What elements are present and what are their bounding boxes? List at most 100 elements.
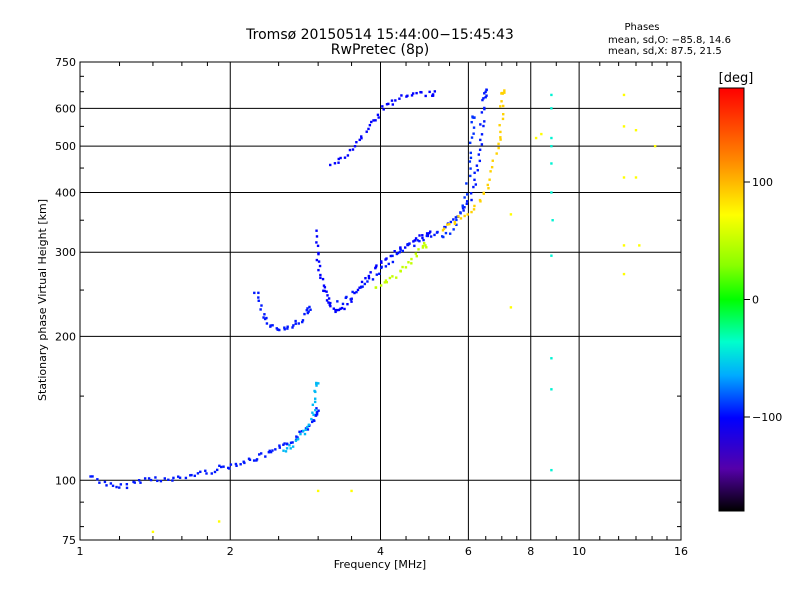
- data-point: [323, 289, 326, 293]
- data-point: [379, 284, 383, 287]
- data-point: [429, 235, 433, 238]
- data-point: [550, 93, 553, 97]
- data-point: [314, 397, 317, 400]
- data-points: [89, 88, 657, 534]
- data-point: [351, 148, 355, 151]
- data-point: [424, 244, 427, 247]
- data-point: [269, 450, 273, 454]
- data-point: [301, 320, 304, 324]
- data-point: [259, 308, 262, 311]
- data-point: [366, 280, 369, 283]
- data-point: [417, 248, 420, 251]
- data-point: [499, 136, 502, 139]
- data-point: [391, 103, 395, 106]
- data-point: [455, 218, 458, 222]
- data-point: [634, 128, 638, 132]
- data-point: [319, 276, 322, 280]
- data-point: [314, 408, 317, 412]
- data-point: [286, 442, 289, 446]
- data-point: [550, 191, 553, 194]
- data-point: [318, 264, 322, 268]
- data-point: [448, 232, 452, 235]
- data-point: [282, 449, 285, 452]
- data-point: [420, 91, 423, 94]
- data-point: [473, 178, 476, 182]
- data-point: [389, 254, 392, 258]
- data-point: [384, 265, 388, 268]
- data-point: [358, 138, 361, 142]
- colorbar: [718, 87, 745, 512]
- data-point: [411, 92, 415, 95]
- data-point: [374, 286, 378, 289]
- data-point: [358, 286, 361, 289]
- data-point: [172, 476, 175, 480]
- data-point: [360, 135, 363, 138]
- data-point: [306, 311, 309, 315]
- data-point: [491, 159, 494, 162]
- data-point: [414, 252, 418, 255]
- data-point: [472, 132, 475, 135]
- data-point: [288, 444, 291, 447]
- data-point: [421, 246, 425, 249]
- data-point: [332, 307, 335, 310]
- data-point: [196, 472, 200, 475]
- data-point: [262, 316, 265, 319]
- data-point: [452, 218, 455, 221]
- data-point: [499, 138, 502, 141]
- data-point: [371, 278, 375, 281]
- data-point: [501, 92, 504, 95]
- data-point: [423, 242, 426, 245]
- data-point: [377, 116, 380, 119]
- data-point: [289, 447, 292, 450]
- data-point: [257, 299, 260, 302]
- y-tick-label: 100: [55, 474, 76, 487]
- data-point: [103, 480, 107, 484]
- data-point: [228, 467, 231, 470]
- data-point: [271, 449, 274, 452]
- data-point: [283, 326, 286, 329]
- data-point: [387, 102, 390, 106]
- data-point: [149, 478, 153, 482]
- data-point: [465, 200, 469, 203]
- data-point: [285, 447, 289, 450]
- data-point: [374, 265, 378, 269]
- data-point: [475, 164, 479, 167]
- data-point: [326, 294, 329, 297]
- data-point: [400, 94, 403, 97]
- data-point: [385, 103, 389, 106]
- data-point: [309, 308, 312, 311]
- data-point: [478, 159, 482, 163]
- data-point: [407, 261, 410, 264]
- data-point: [390, 99, 394, 102]
- data-point: [478, 198, 482, 202]
- data-point: [315, 241, 318, 244]
- data-point: [468, 141, 472, 145]
- data-point: [239, 463, 242, 466]
- data-point: [367, 127, 370, 131]
- data-point: [425, 234, 429, 238]
- data-point: [453, 222, 457, 225]
- data-point: [125, 482, 129, 486]
- data-point: [220, 465, 223, 469]
- data-point: [474, 183, 478, 186]
- data-point: [484, 90, 487, 94]
- data-point: [509, 306, 513, 309]
- data-point: [346, 154, 350, 157]
- data-point: [482, 191, 485, 195]
- data-point: [310, 420, 314, 424]
- data-point: [317, 268, 320, 272]
- data-point: [278, 444, 281, 447]
- data-point: [346, 302, 349, 306]
- data-point: [355, 290, 358, 294]
- data-point: [359, 286, 363, 289]
- data-point: [503, 91, 506, 94]
- data-point: [298, 430, 301, 434]
- data-point: [321, 277, 325, 281]
- data-point: [472, 208, 476, 211]
- data-point: [204, 469, 207, 472]
- data-point: [111, 484, 115, 488]
- data-point: [441, 229, 445, 232]
- data-point: [477, 153, 481, 156]
- data-point: [156, 479, 159, 483]
